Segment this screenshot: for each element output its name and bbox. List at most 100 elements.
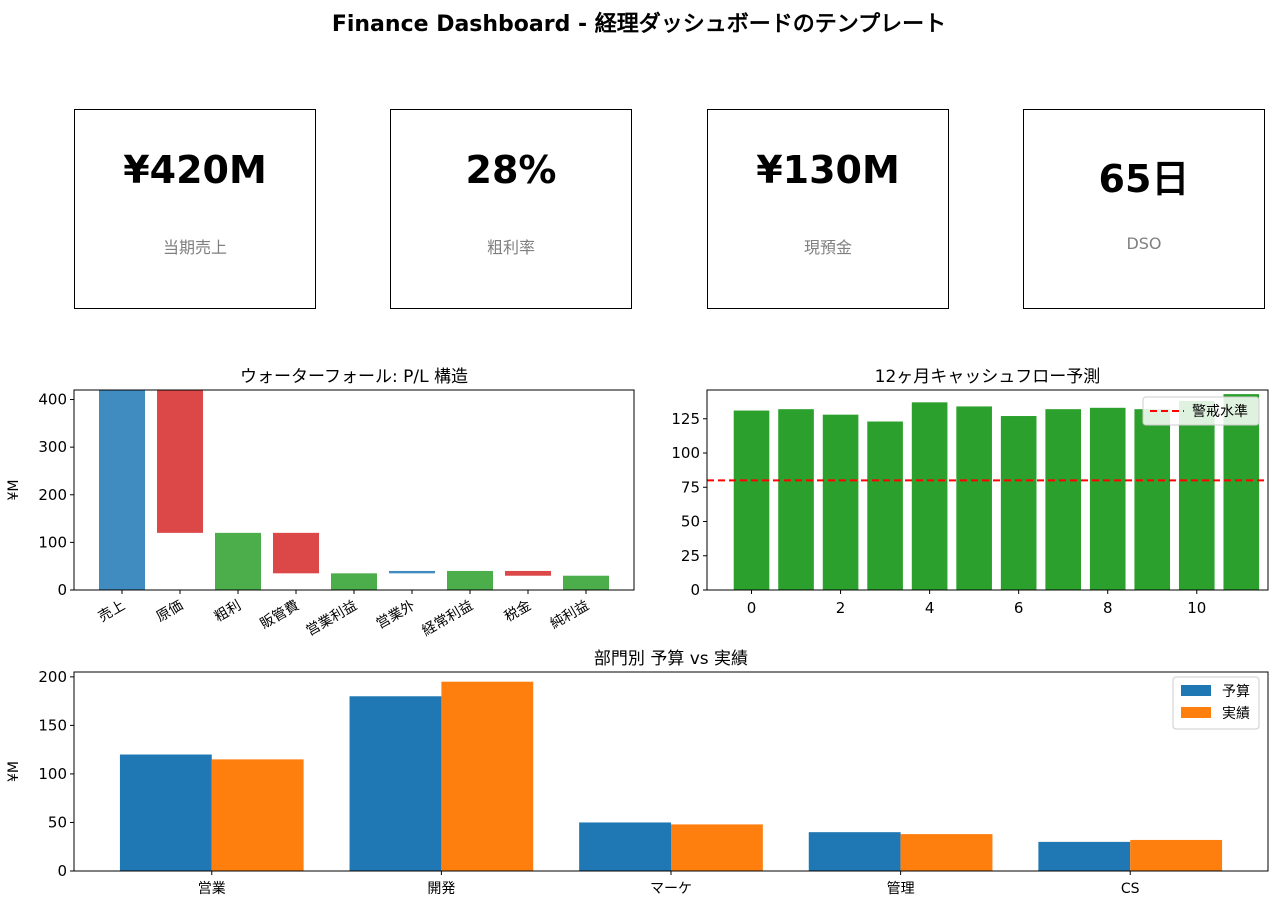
- y-tick-label: 0: [690, 581, 700, 599]
- x-tick-label: 純利益: [548, 598, 592, 633]
- legend-swatch: [1181, 707, 1211, 718]
- y-tick-label: 150: [38, 716, 67, 734]
- cashflow-bar: [1089, 407, 1126, 590]
- cashflow-bar: [1223, 394, 1260, 590]
- cashflow-bar: [733, 410, 770, 590]
- waterfall-bar: [389, 570, 435, 574]
- kpi-value: ¥130M: [756, 148, 900, 192]
- waterfall-bar: [215, 532, 261, 590]
- legend-label: 警戒水準: [1192, 404, 1248, 420]
- x-tick-label: 0: [747, 599, 757, 617]
- x-tick-label: マーケ: [650, 881, 692, 897]
- kpi-label: 当期売上: [162, 238, 227, 257]
- y-axis-label: ¥M: [6, 480, 22, 501]
- budget-bar: [1038, 841, 1131, 871]
- budget-bar: [119, 754, 212, 871]
- cashflow-bar: [1178, 400, 1215, 590]
- cashflow-bar: [822, 414, 859, 590]
- y-axis-label: ¥M: [6, 761, 22, 782]
- legend-box: [1142, 396, 1260, 426]
- actual-bar: [671, 824, 763, 871]
- cashflow-bar: [867, 421, 903, 590]
- kpi-value: ¥420M: [123, 148, 267, 192]
- budget-vs-actual-chart: 営業 開発 マーケ 管理 CS 0 50 100 150 200 ¥M 部門別 予算 vs 実績予算実…: [6, 649, 1269, 897]
- actual-bar: [211, 759, 304, 871]
- x-tick-label: 経常利益: [420, 598, 476, 640]
- y-tick-label: 100: [671, 444, 700, 462]
- y-tick-label: 50: [681, 513, 700, 531]
- waterfall-bar: [157, 390, 203, 533]
- kpi-label: 粗利率: [486, 238, 535, 257]
- x-tick-label: 2: [836, 599, 846, 617]
- kpi-label: DSO: [1126, 234, 1162, 253]
- kpi-value: 65日: [1098, 157, 1190, 201]
- cashflow-bar: [956, 406, 992, 590]
- x-tick-label: 6: [1014, 599, 1024, 617]
- budget-bar: [579, 822, 671, 871]
- x-tick-label: 営業: [198, 881, 226, 897]
- y-tick-label: 125: [671, 410, 700, 428]
- x-tick-label: 粗利: [212, 598, 244, 626]
- y-tick-label: 200: [38, 486, 67, 504]
- y-tick-label: 0: [57, 862, 67, 880]
- budget-bar: [808, 832, 901, 871]
- waterfall-bar: [447, 570, 493, 590]
- waterfall-bar: [505, 570, 551, 576]
- y-tick-label: 50: [48, 813, 67, 831]
- waterfall-bar: [99, 390, 145, 590]
- x-tick-label: 売上: [96, 598, 128, 626]
- cashflow-bar: [1000, 416, 1037, 590]
- actual-bar: [1130, 839, 1223, 871]
- kpi-card-revenue: ¥420M 当期売上: [74, 109, 316, 309]
- actual-bar: [900, 834, 993, 871]
- x-tick-label: 営業利益: [304, 598, 360, 640]
- cashflow-bar: [1045, 409, 1081, 590]
- x-tick-label: 10: [1187, 599, 1206, 617]
- kpi-card-gross-margin: 28% 粗利率: [390, 109, 632, 309]
- kpi-card-dso: 65日 DSO: [1023, 109, 1265, 309]
- y-tick-label: 100: [38, 765, 67, 783]
- x-tick-label: 開発: [427, 881, 455, 897]
- plot-frame: [73, 389, 635, 591]
- x-tick-label: 営業外: [374, 598, 418, 633]
- y-tick-label: 200: [38, 668, 67, 686]
- x-tick-label: CS: [1121, 881, 1140, 897]
- y-tick-label: 300: [38, 438, 67, 456]
- legend-swatch: [1181, 685, 1211, 696]
- y-tick-label: 0: [57, 581, 67, 599]
- plot-frame: [73, 671, 1269, 872]
- x-tick-label: 税金: [502, 598, 534, 626]
- x-tick-label: 販管費: [258, 598, 302, 633]
- x-tick-label: 管理: [887, 881, 915, 897]
- x-tick-label: 原価: [154, 598, 186, 626]
- y-tick-label: 400: [38, 391, 67, 409]
- legend: 警戒水準: [1142, 396, 1260, 426]
- chart-title: 12ヶ月キャッシュフロー予測: [875, 367, 1101, 387]
- kpi-value: 28%: [465, 148, 557, 192]
- kpi-card-cash: ¥130M 現預金: [707, 109, 949, 309]
- cashflow-bar: [1134, 409, 1171, 590]
- legend-label: 予算: [1222, 684, 1250, 700]
- dashboard-title: Finance Dashboard - 経理ダッシュボードのテンプレート: [331, 12, 947, 37]
- kpi-label: 現預金: [803, 238, 852, 257]
- waterfall-bar: [563, 575, 609, 590]
- cashflow-bar: [778, 409, 814, 590]
- budget-bar: [349, 696, 442, 871]
- chart-title: ウォーターフォール: P/L 構造: [240, 367, 468, 387]
- waterfall-bar: [273, 532, 319, 574]
- x-tick-label: 4: [925, 599, 935, 617]
- waterfall-bar: [331, 573, 377, 590]
- cashflow-bar: [911, 402, 948, 590]
- waterfall-chart: 売上 原価 粗利 販管費 営業利益 営業外 経常利益 税金 純利益 0 100 200 300 400 ¥M…: [6, 367, 635, 640]
- y-tick-label: 75: [681, 478, 700, 496]
- x-tick-label: 8: [1103, 599, 1113, 617]
- actual-bar: [441, 681, 534, 871]
- plot-frame: [706, 389, 1269, 591]
- legend-label: 実績: [1222, 706, 1250, 722]
- y-tick-label: 25: [681, 547, 700, 565]
- y-tick-label: 100: [38, 533, 67, 551]
- chart-title: 部門別 予算 vs 実績: [594, 649, 748, 669]
